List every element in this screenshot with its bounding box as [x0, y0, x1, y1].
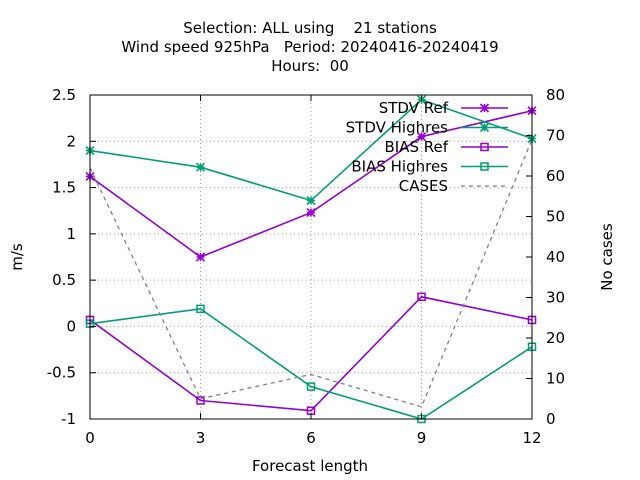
series-line	[89, 98, 533, 202]
legend-label: STDV Highres	[346, 119, 449, 137]
legend-label: STDV Ref	[379, 99, 449, 117]
y2-tick-label: 70	[546, 127, 565, 145]
series-cases	[89, 139, 533, 408]
y2-tick-label: 30	[546, 289, 565, 307]
legend-marker	[479, 122, 490, 133]
data-point	[306, 208, 316, 218]
x-axis-label: Forecast length	[252, 457, 368, 475]
y2-tick-label: 20	[546, 329, 565, 347]
series-layer	[85, 95, 537, 424]
y2-tick-label: 80	[546, 86, 565, 104]
x-axis: 0 3 6 9 12	[85, 95, 542, 447]
chart-title-line: Hours: 00	[271, 57, 349, 75]
chart-title-line: Wind speed 925hPa Period: 20240416-20240…	[121, 38, 498, 56]
y2-tick-label: 0	[546, 410, 556, 428]
data-point	[195, 162, 206, 172]
chart-title-line: Selection: ALL using 21 stations	[183, 19, 437, 37]
y2-axis: 0 10 20 30 40 50 60 70 80	[526, 86, 565, 428]
y-tick-label: -1	[61, 410, 76, 428]
y2-tick-label: 40	[546, 248, 565, 266]
y-axis-label: m/s	[8, 243, 26, 271]
data-point	[416, 132, 427, 142]
data-point	[195, 252, 206, 262]
legend-marker	[479, 103, 490, 113]
series-line	[89, 139, 533, 408]
y-tick-label: 1.5	[52, 179, 76, 197]
x-tick-label: 12	[522, 429, 541, 447]
grid	[90, 95, 532, 419]
x-tick-label: 0	[85, 429, 95, 447]
data-point	[306, 382, 316, 391]
legend-label: BIAS Ref	[384, 138, 448, 156]
legend-label: CASES	[399, 177, 448, 195]
data-point	[417, 292, 426, 302]
data-point	[196, 304, 205, 314]
y2-tick-label: 10	[546, 370, 565, 388]
legend-label: BIAS Highres	[351, 158, 448, 176]
legend-marker	[480, 142, 489, 152]
y-tick-label: 0	[66, 317, 76, 335]
data-point	[196, 396, 205, 405]
x-tick-label: 3	[196, 429, 206, 447]
y-axis: -1 -0.5 0 0.5 1 1.5 2 2.5	[47, 86, 96, 428]
y2-axis-label: No cases	[598, 223, 616, 291]
x-tick-label: 9	[417, 429, 427, 447]
y-tick-label: 2	[66, 132, 76, 150]
y-tick-label: 1	[66, 225, 76, 243]
legend-marker	[480, 162, 489, 171]
y-tick-label: 0.5	[52, 271, 76, 289]
data-point	[306, 195, 316, 206]
y2-tick-label: 60	[546, 167, 565, 185]
y-tick-label: -0.5	[47, 364, 76, 382]
y-tick-label: 2.5	[52, 86, 76, 104]
series-line	[89, 295, 533, 412]
y2-tick-label: 50	[546, 208, 565, 226]
series-line	[89, 308, 533, 420]
x-tick-label: 6	[306, 429, 316, 447]
